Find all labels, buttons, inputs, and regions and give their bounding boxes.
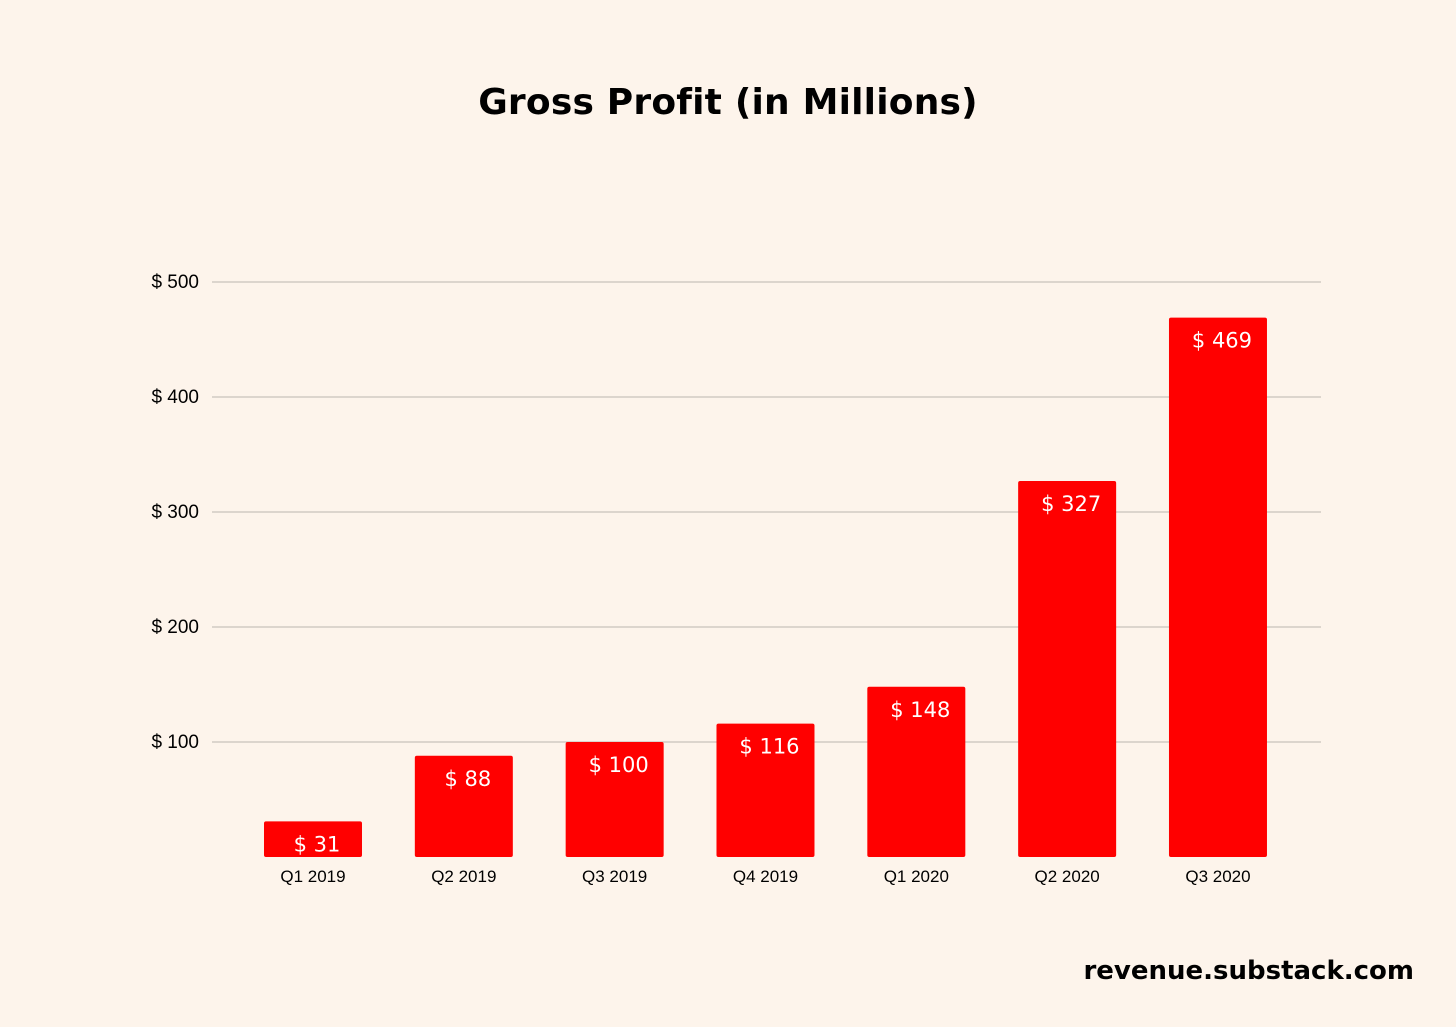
bars [264, 317, 1267, 857]
bar [716, 723, 815, 857]
bar-value-label: $ 327 [1041, 492, 1101, 516]
x-tick-label: Q3 2019 [582, 867, 647, 886]
bar-value-label: $ 148 [890, 698, 950, 722]
bar [264, 821, 362, 857]
y-tick-label: $ 300 [151, 502, 199, 523]
bar-value-label: $ 469 [1192, 329, 1252, 353]
x-tick-label: Q1 2020 [884, 867, 949, 886]
x-tick-label: Q1 2019 [280, 867, 345, 886]
chart-title: Gross Profit (in Millions) [478, 82, 978, 123]
bar [1168, 317, 1267, 857]
bar-value-label: $ 100 [589, 753, 649, 777]
gridlines [212, 281, 1321, 743]
y-tick-label: $ 400 [151, 387, 199, 408]
bar [867, 686, 966, 857]
bar-value-label: $ 116 [739, 735, 799, 759]
bar [1018, 480, 1117, 857]
bar-value-label: $ 88 [444, 767, 491, 791]
x-tick-label: Q2 2019 [431, 867, 496, 886]
y-tick-label: $ 200 [151, 617, 199, 638]
x-tick-label: Q3 2020 [1185, 867, 1250, 886]
x-axis-ticks: Q1 2019 Q2 2019 Q3 2019 Q4 2019 Q1 2020 Q2 20… [280, 867, 1250, 886]
x-tick-label: Q4 2019 [733, 867, 798, 886]
bar [565, 742, 664, 857]
bar-value-label: $ 31 [294, 832, 341, 856]
y-tick-label: $ 500 [151, 272, 199, 293]
y-axis-ticks: $ 100 $ 200 $ 300 $ 400 $ 500 [151, 272, 199, 753]
y-tick-label: $ 100 [151, 732, 199, 753]
x-tick-label: Q2 2020 [1035, 867, 1100, 886]
footer-credit: revenue.substack.com [1083, 956, 1414, 986]
data-labels: $ 31 $ 88 $ 100 $ 116 $ 148 $ 327 $ 469 [294, 329, 1252, 857]
bar [414, 755, 513, 857]
